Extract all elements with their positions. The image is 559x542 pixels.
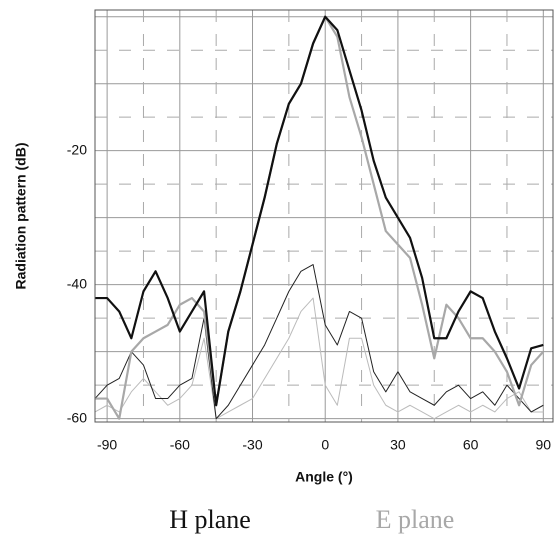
plot-frame	[94, 9, 554, 423]
x-tick-label: -60	[170, 437, 190, 453]
grid	[95, 10, 553, 422]
series-line	[94, 297, 544, 420]
legend-label: E plane	[376, 505, 455, 534]
x-tick-label: -30	[242, 437, 262, 453]
x-tick-label: 60	[463, 437, 479, 453]
y-tick-label: -20	[67, 141, 87, 157]
x-tick-label: 30	[390, 437, 406, 453]
series-line	[95, 15, 544, 407]
x-tick-label: 0	[321, 437, 329, 453]
x-tick-label: 90	[536, 437, 552, 453]
legend-label: H plane	[169, 505, 251, 534]
x-axis-title: Angle (°)	[295, 469, 353, 485]
y-axis-title: Radiation pattern (dB)	[13, 143, 29, 290]
series-line	[94, 264, 544, 420]
x-tick-label: -90	[97, 437, 117, 453]
y-tick-label: -40	[67, 275, 87, 291]
y-tick-label: -60	[67, 409, 87, 425]
